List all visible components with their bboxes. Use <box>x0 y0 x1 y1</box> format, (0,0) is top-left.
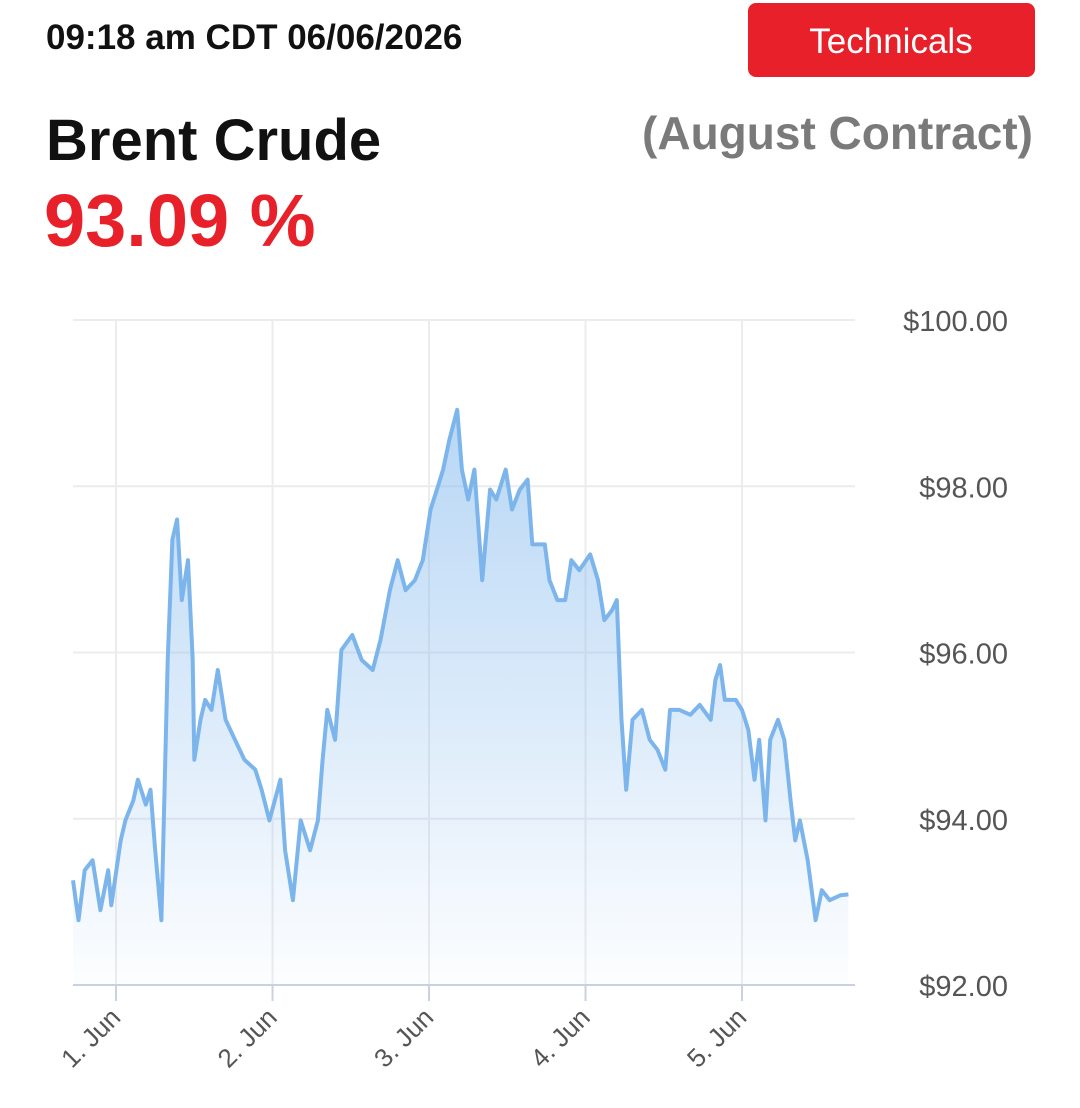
technicals-button[interactable]: Technicals <box>748 3 1035 77</box>
y-tick-label: $92.00 <box>919 971 1008 1003</box>
timestamp: 09:18 am CDT 06/06/2026 <box>46 18 462 57</box>
instrument-name: Brent Crude <box>46 108 381 173</box>
y-tick-label: $98.00 <box>919 472 1008 504</box>
price-line <box>71 407 849 923</box>
area-fill <box>73 409 849 985</box>
contract: (August Contract) <box>642 107 1033 159</box>
button-label[interactable]: Technicals <box>809 22 972 61</box>
y-tick-label: $96.00 <box>919 639 1008 671</box>
price: 93.09 % <box>44 179 316 262</box>
button-bg[interactable] <box>748 3 1035 77</box>
y-tick-label: $100.00 <box>903 306 1008 338</box>
y-tick-label: $94.00 <box>919 805 1008 837</box>
